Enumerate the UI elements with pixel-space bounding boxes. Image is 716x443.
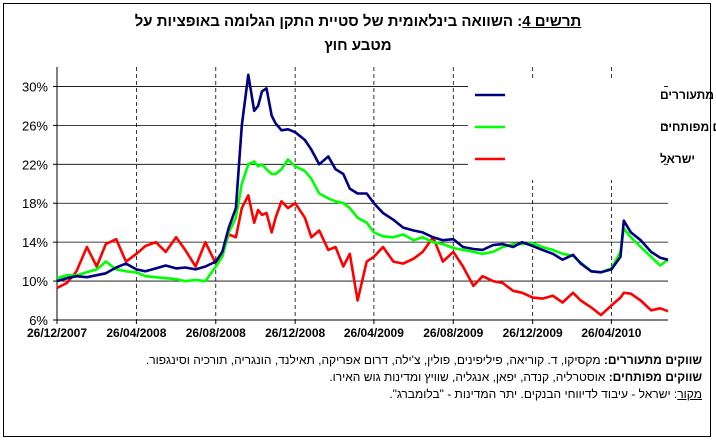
note-source: מקור: ישראל - עיבוד לדיווחי הבנקים. יתר … [12, 386, 702, 403]
y-axis: 6% 10% 14% 18% 22% 26% 30% [22, 67, 58, 328]
note-developed-label: שווקים מפותחים: [608, 370, 702, 384]
legend: ממוצע שווקים מתעוררים ממוצע שווקים מפותחי… [468, 80, 716, 180]
chart-title-line2: מטבע חוץ [324, 37, 392, 54]
x-tick-label: 26/12/2009 [503, 326, 563, 340]
chart-title-prefix: תרשים 4 [522, 13, 582, 30]
note-emerging: שווקים מתעוררים: מקסיקו, ד. קוריאה, פילי… [12, 352, 702, 369]
y-tick-label: 18% [22, 196, 48, 211]
series-line-2 [56, 194, 669, 317]
x-tick-label: 26/12/2007 [27, 326, 87, 340]
legend-label-1: ממוצע שווקים מפותחים [660, 120, 716, 134]
chart-title-line1: : השוואה בינלאומית של סטיית התקן הגלומה … [134, 13, 523, 30]
legend-label-2: ישראל [660, 152, 695, 166]
y-tick-label: 22% [22, 157, 48, 172]
y-tick-label: 30% [22, 79, 48, 94]
x-tick-label: 26/04/2010 [581, 326, 641, 340]
note-emerging-label: שווקים מתעוררים: [603, 353, 702, 367]
note-developed-text: אוסטרליה, קנדה, יפאן, אנגליה, שוויץ ומדי… [329, 370, 609, 384]
y-tick-label: 26% [22, 118, 48, 133]
legend-box [468, 80, 664, 180]
legend-label-0: ממוצע שווקים מתעוררים [660, 88, 716, 102]
note-emerging-text: מקסיקו, ד. קוריאה, פיליפינים, פולין, צ'י… [145, 353, 604, 367]
chart-title: תרשים 4: השוואה בינלאומית של סטיית התקן … [0, 10, 716, 58]
x-tick-label: 26/08/2008 [186, 326, 246, 340]
series-line-1 [56, 158, 669, 283]
x-tick-label: 26/12/2008 [265, 326, 325, 340]
x-tick-label: 26/04/2008 [106, 326, 166, 340]
y-tick-label: 6% [29, 313, 48, 328]
note-developed: שווקים מפותחים: אוסטרליה, קנדה, יפאן, אנ… [12, 369, 702, 386]
chart-frame [3, 3, 711, 437]
y-tick-label: 10% [22, 274, 48, 289]
x-axis: 26/12/2007 26/04/2008 26/08/2008 26/12/2008… [27, 319, 668, 340]
chart-notes: שווקים מתעוררים: מקסיקו, ד. קוריאה, פילי… [12, 352, 702, 403]
series-line-0 [56, 73, 669, 283]
note-source-text: : ישראל - עיבוד לדיווחי הבנקים. יתר המדי… [389, 387, 678, 401]
x-tick-label: 26/04/2009 [344, 326, 404, 340]
series-lines [56, 73, 669, 317]
y-tick-label: 14% [22, 235, 48, 250]
note-source-label: מקור [677, 387, 702, 401]
x-tick-label: 26/08/2009 [423, 326, 483, 340]
